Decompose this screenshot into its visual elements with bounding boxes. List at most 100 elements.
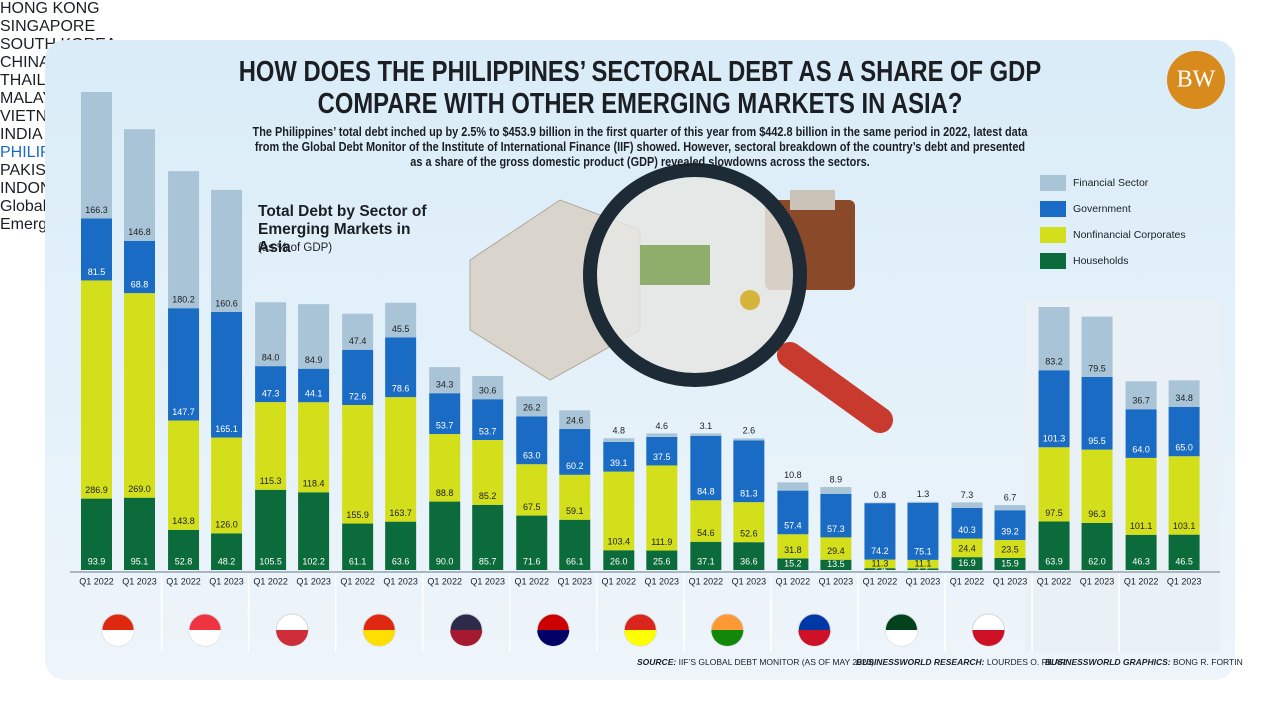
x-tick-label: Q1 2022 bbox=[602, 576, 637, 586]
x-tick-label: Q1 2023 bbox=[1080, 576, 1115, 586]
x-tick-label: Q1 2023 bbox=[645, 576, 680, 586]
bar-segment bbox=[298, 304, 330, 369]
value-label: 103.4 bbox=[608, 537, 631, 547]
x-tick-label: Q1 2022 bbox=[1037, 576, 1072, 586]
value-label: 13.5 bbox=[827, 559, 845, 569]
bar-segment bbox=[733, 438, 765, 441]
value-label: 63.9 bbox=[1045, 556, 1063, 566]
bar-segment bbox=[298, 492, 330, 570]
value-label: 36.6 bbox=[740, 556, 758, 566]
bar-segment bbox=[385, 302, 417, 338]
bar-segment bbox=[646, 436, 678, 466]
x-tick-label: Q1 2022 bbox=[427, 576, 462, 586]
bar-segment bbox=[1081, 316, 1113, 378]
bar-segment bbox=[951, 507, 983, 539]
bar-segment bbox=[516, 396, 548, 417]
value-label: 72.6 bbox=[349, 391, 367, 401]
bar-segment bbox=[820, 493, 852, 538]
bar-segment bbox=[211, 533, 243, 570]
value-label: 46.3 bbox=[1132, 556, 1150, 566]
value-label: 84.0 bbox=[262, 353, 280, 363]
flag bbox=[276, 630, 309, 646]
flag bbox=[624, 630, 657, 646]
intro: The Philippines’ total debt inched up by… bbox=[252, 124, 1028, 169]
x-tick-label: Q1 2023 bbox=[906, 576, 941, 586]
bar-segment bbox=[559, 429, 591, 475]
value-label: 24.6 bbox=[566, 415, 584, 425]
bar-segment bbox=[81, 280, 112, 499]
bar-segment bbox=[1038, 370, 1070, 448]
value-label: 96.3 bbox=[1088, 509, 1106, 519]
value-label: 286.9 bbox=[85, 485, 108, 495]
value-label: 30.6 bbox=[479, 386, 497, 396]
bar-segment bbox=[472, 504, 504, 570]
logo-badge bbox=[1167, 51, 1225, 109]
headline: HOW DOES THE PHILIPPINES’ SECTORAL DEBT … bbox=[238, 56, 1042, 120]
value-label: 79.5 bbox=[1088, 363, 1106, 373]
value-label: 118.4 bbox=[303, 479, 325, 489]
value-label: 44.1 bbox=[305, 389, 323, 399]
graphics-label: BUSINESSWORLD GRAPHICS: bbox=[1045, 657, 1171, 667]
bar-segment bbox=[603, 441, 635, 472]
bar-segment bbox=[777, 534, 809, 559]
value-label: 39.1 bbox=[610, 458, 628, 468]
bar-segment bbox=[690, 500, 722, 542]
bar-segment bbox=[820, 487, 852, 494]
logo: BW bbox=[1177, 67, 1216, 93]
legend-label: Households bbox=[1073, 255, 1128, 267]
bar-segment bbox=[472, 375, 504, 400]
value-label: 25.6 bbox=[653, 556, 671, 566]
bar-segment bbox=[603, 550, 635, 570]
bar-segment bbox=[907, 501, 939, 503]
bar-segment bbox=[559, 519, 591, 570]
value-label: 34.3 bbox=[436, 380, 454, 390]
x-tick-label: Q1 2023 bbox=[557, 576, 592, 586]
bar-segment bbox=[516, 416, 548, 465]
bar-segment bbox=[951, 538, 983, 558]
bar-segment bbox=[472, 399, 504, 441]
bar-segment bbox=[690, 435, 722, 501]
flag bbox=[885, 630, 918, 646]
legend-swatch bbox=[1040, 175, 1066, 191]
value-label: 85.2 bbox=[479, 491, 497, 501]
value-label: 11.1 bbox=[915, 558, 932, 568]
bar-segment bbox=[211, 437, 243, 534]
bar-segment bbox=[385, 521, 417, 570]
bar-segment bbox=[1125, 457, 1157, 535]
bar-segment bbox=[820, 559, 852, 570]
chart-unit: (as % of GDP) bbox=[258, 242, 333, 254]
bar-segment bbox=[1081, 377, 1113, 450]
bar-segment bbox=[429, 434, 461, 502]
value-label: 59.1 bbox=[566, 506, 584, 516]
value-label: 39.2 bbox=[1001, 526, 1019, 536]
value-label: 71.6 bbox=[523, 556, 541, 566]
flag bbox=[798, 630, 831, 646]
value-label: 40.3 bbox=[958, 525, 976, 535]
value-label: 63.6 bbox=[392, 556, 410, 566]
value-label: 90.0 bbox=[436, 556, 454, 566]
group-label: CHINA bbox=[0, 54, 50, 71]
bar-segment bbox=[168, 420, 200, 530]
value-label: 83.2 bbox=[1045, 357, 1063, 367]
value-label: 97.5 bbox=[1045, 508, 1063, 518]
bar-segment bbox=[951, 557, 983, 570]
bar-segment bbox=[124, 497, 155, 570]
bar-segment bbox=[1081, 449, 1113, 523]
bar-segment bbox=[385, 337, 417, 398]
value-label: 115.3 bbox=[260, 476, 282, 486]
bar-segment bbox=[472, 440, 504, 505]
bar-segment bbox=[777, 558, 809, 570]
flag bbox=[537, 630, 570, 646]
value-label: 31.8 bbox=[784, 545, 802, 555]
value-label: 160.6 bbox=[215, 298, 238, 308]
value-label: 47.3 bbox=[262, 388, 280, 398]
illustration bbox=[469, 163, 893, 433]
bar-segment bbox=[211, 189, 243, 312]
value-label: 105.5 bbox=[259, 556, 282, 566]
bar-segment bbox=[777, 490, 809, 535]
value-label: 103.1 bbox=[1173, 521, 1196, 531]
x-tick-label: Q1 2022 bbox=[166, 576, 201, 586]
value-label: 4.8 bbox=[613, 426, 626, 436]
